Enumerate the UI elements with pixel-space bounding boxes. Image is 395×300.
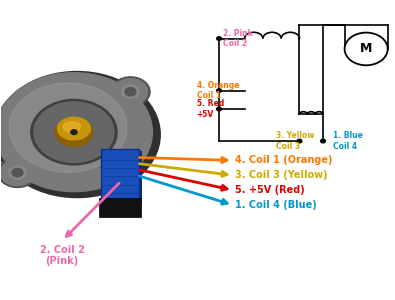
Text: 2. Coil 2
(Pink): 2. Coil 2 (Pink) xyxy=(40,245,85,266)
Text: 4. Orange
Coil 1: 4. Orange Coil 1 xyxy=(197,81,239,100)
Ellipse shape xyxy=(0,73,152,192)
Circle shape xyxy=(9,166,26,179)
Ellipse shape xyxy=(63,122,81,132)
Text: 3. Yellow
Coil 3: 3. Yellow Coil 3 xyxy=(276,131,314,151)
Circle shape xyxy=(71,130,77,134)
FancyBboxPatch shape xyxy=(102,148,139,200)
Circle shape xyxy=(12,168,23,177)
Ellipse shape xyxy=(34,102,114,163)
Text: 4. Coil 1 (Orange): 4. Coil 1 (Orange) xyxy=(235,155,332,165)
Circle shape xyxy=(0,160,35,186)
Circle shape xyxy=(111,77,150,106)
Ellipse shape xyxy=(58,117,90,140)
Circle shape xyxy=(217,107,222,111)
FancyBboxPatch shape xyxy=(105,151,142,203)
FancyBboxPatch shape xyxy=(100,198,141,217)
Text: 5. +5V (Red): 5. +5V (Red) xyxy=(235,185,305,195)
Ellipse shape xyxy=(55,118,93,146)
Circle shape xyxy=(321,139,325,143)
Ellipse shape xyxy=(31,100,117,165)
Circle shape xyxy=(113,79,148,105)
Text: 1. Coil 4 (Blue): 1. Coil 4 (Blue) xyxy=(235,200,316,210)
Text: M: M xyxy=(360,42,372,56)
Circle shape xyxy=(297,139,302,143)
Circle shape xyxy=(0,158,37,188)
Text: 2. Pink
Coil 2: 2. Pink Coil 2 xyxy=(223,29,253,48)
Circle shape xyxy=(217,37,222,40)
Circle shape xyxy=(217,89,222,92)
Circle shape xyxy=(122,85,139,98)
Ellipse shape xyxy=(9,83,127,172)
Circle shape xyxy=(125,88,136,96)
Ellipse shape xyxy=(0,71,160,198)
Circle shape xyxy=(344,33,388,65)
Text: 3. Coil 3 (Yellow): 3. Coil 3 (Yellow) xyxy=(235,170,327,180)
Text: 1. Blue
Coil 4: 1. Blue Coil 4 xyxy=(333,131,363,151)
Text: 5. Red
+5V: 5. Red +5V xyxy=(197,99,224,119)
